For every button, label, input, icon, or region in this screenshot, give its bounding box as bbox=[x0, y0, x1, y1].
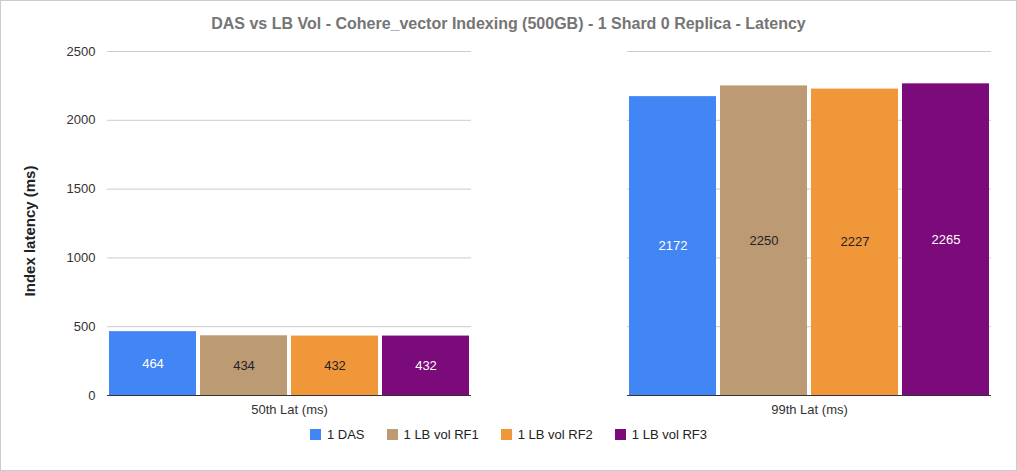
svg-text:1500: 1500 bbox=[67, 181, 96, 196]
html-text:Index latency (ms): Index latency (ms) bbox=[20, 165, 38, 297]
svg-text:464: 464 bbox=[142, 356, 164, 371]
svg-text:432: 432 bbox=[415, 358, 437, 373]
svg-text:2265: 2265 bbox=[932, 232, 961, 247]
html-text:DAS vs LB Vol - Cohere_vector: DAS vs LB Vol - Cohere_vector Indexing (… bbox=[211, 15, 806, 32]
html-text:1 LB vol RF1: 1 LB vol RF1 bbox=[403, 427, 479, 442]
html-text:1 LB vol RF2: 1 LB vol RF2 bbox=[517, 427, 593, 442]
svg-text:2172: 2172 bbox=[659, 238, 688, 253]
svg-text:50th Lat (ms): 50th Lat (ms) bbox=[251, 402, 328, 417]
svg-text:432: 432 bbox=[324, 358, 346, 373]
svg-text:2000: 2000 bbox=[67, 112, 96, 127]
svg-text:99th Lat (ms): 99th Lat (ms) bbox=[771, 402, 848, 417]
svg-text:434: 434 bbox=[233, 358, 255, 373]
svg-text:1000: 1000 bbox=[67, 250, 96, 265]
svg-text:2250: 2250 bbox=[750, 233, 779, 248]
svg-text:0: 0 bbox=[88, 388, 95, 403]
svg-text:2500: 2500 bbox=[67, 44, 96, 59]
svg-text:500: 500 bbox=[74, 319, 96, 334]
html-text:1 LB vol RF3: 1 LB vol RF3 bbox=[631, 427, 707, 442]
html-text:1 DAS: 1 DAS bbox=[327, 427, 365, 442]
svg-text:2227: 2227 bbox=[841, 234, 870, 249]
